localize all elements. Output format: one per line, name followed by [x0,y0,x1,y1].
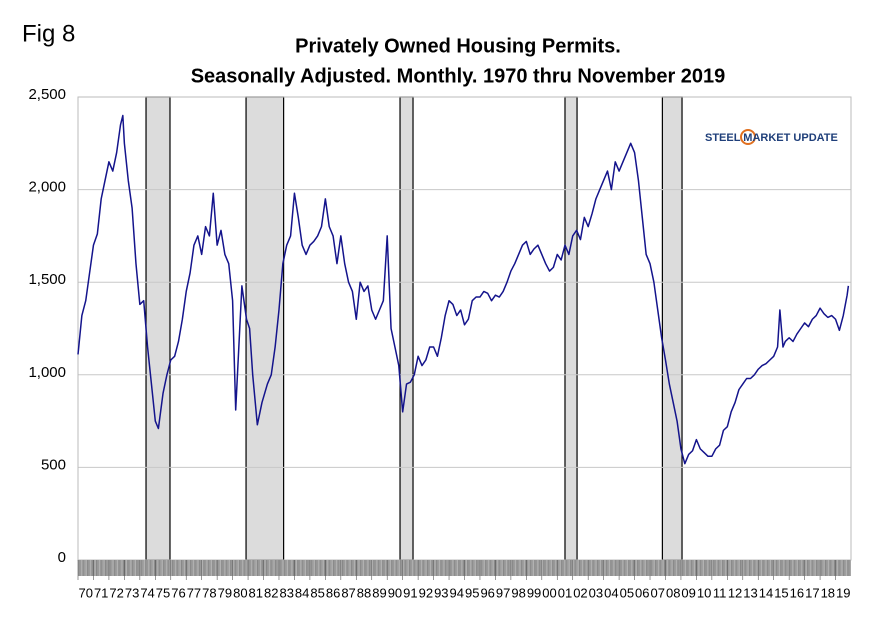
x-tick-label: 82 [264,585,278,600]
x-tick-label: 71 [94,585,108,600]
x-tick-label: 75 [156,585,170,600]
x-tick-label: 93 [434,585,448,600]
y-tick-label: 2,000 [28,179,66,196]
x-tick-label: 17 [805,585,819,600]
x-tick-label: 16 [790,585,804,600]
x-tick-label: 11 [713,585,727,600]
recession-band [564,96,578,561]
x-tick-label: 14 [759,585,773,600]
logo-mark [740,129,756,145]
x-tick-label: 92 [419,585,433,600]
x-tick-label: 97 [496,585,510,600]
chart-title: Privately Owned Housing Permits. [295,35,621,57]
x-tick-label: 04 [604,585,618,600]
x-tick-label: 79 [218,585,232,600]
x-tick-label: 00 [542,585,556,600]
x-tick-label: 76 [171,585,185,600]
y-tick-label: 0 [58,549,66,566]
x-tick-label: 73 [125,585,139,600]
x-tick-label: 70 [78,585,92,600]
figure-label: Fig 8 [22,20,75,47]
x-tick-label: 85 [310,585,324,600]
recession-band [399,96,414,561]
x-tick-label: 12 [728,585,742,600]
x-tick-label: 18 [821,585,835,600]
x-tick-label: 95 [465,585,479,600]
x-tick-label: 77 [187,585,201,600]
recession-band [145,96,171,561]
x-tick-label: 08 [666,585,680,600]
recession-band [245,96,285,561]
y-tick-label: 1,500 [28,271,66,288]
x-tick-label: 84 [295,585,309,600]
x-tick-label: 19 [836,585,850,600]
x-tick-label: 88 [357,585,371,600]
x-tick-label: 90 [388,585,402,600]
x-tick-label: 03 [589,585,603,600]
x-tick-label: 91 [403,585,417,600]
x-tick-label: 72 [109,585,123,600]
x-tick-label: 98 [511,585,525,600]
x-tick-label: 10 [697,585,711,600]
x-tick-label: 89 [372,585,386,600]
logo: STEEL MARKET UPDATE [705,132,838,144]
x-tick-label: 94 [450,585,464,600]
x-tick-label: 06 [635,585,649,600]
y-tick-label: 500 [41,456,66,473]
x-tick-label: 99 [527,585,541,600]
x-tick-label: 96 [480,585,494,600]
y-tick-label: 1,000 [28,364,66,381]
x-tick-label: 80 [233,585,247,600]
chart-subtitle: Seasonally Adjusted. Monthly. 1970 thru … [191,65,726,87]
plot-area [77,96,852,561]
x-tick-label: 05 [620,585,634,600]
x-tick-label: 09 [681,585,695,600]
x-tick-label: 15 [774,585,788,600]
data-line [77,114,850,465]
x-tick-label: 07 [651,585,665,600]
x-tick-label: 86 [326,585,340,600]
y-tick-label: 2,500 [28,86,66,103]
recession-band [661,96,683,561]
x-tick-label: 02 [573,585,587,600]
x-tick-label: 74 [140,585,154,600]
x-tick-label: 81 [249,585,263,600]
x-tick-label: 78 [202,585,216,600]
x-tick-label: 01 [558,585,572,600]
x-tick-label: 83 [279,585,293,600]
x-tick-label: 13 [743,585,757,600]
x-tick-label: 87 [341,585,355,600]
